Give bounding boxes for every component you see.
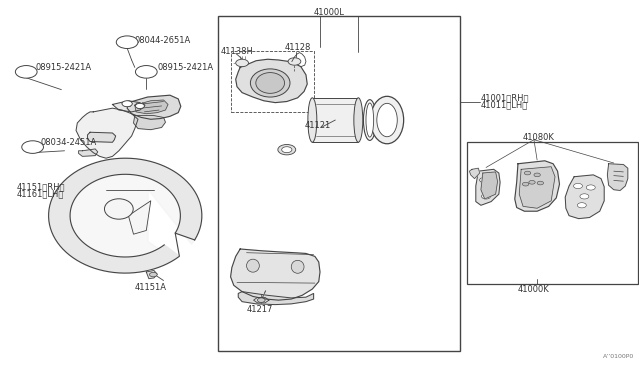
Ellipse shape [308, 98, 317, 142]
Circle shape [537, 181, 543, 185]
Polygon shape [76, 108, 138, 158]
Circle shape [524, 171, 531, 175]
Polygon shape [49, 158, 202, 273]
Circle shape [22, 141, 44, 153]
Ellipse shape [371, 96, 404, 144]
Ellipse shape [354, 98, 363, 142]
Bar [218, 16, 461, 351]
Polygon shape [469, 168, 479, 179]
Text: 41161〈LH〉: 41161〈LH〉 [17, 189, 64, 198]
Text: 08034-2451A: 08034-2451A [40, 138, 97, 147]
Text: A’’0100P0: A’’0100P0 [603, 355, 634, 359]
Circle shape [257, 298, 265, 302]
Ellipse shape [291, 260, 304, 273]
Polygon shape [135, 100, 168, 114]
Ellipse shape [364, 100, 376, 140]
Text: 41000K: 41000K [518, 285, 550, 294]
Text: W: W [23, 69, 29, 75]
Text: 41151〈RH〉: 41151〈RH〉 [17, 182, 65, 191]
Text: 41121: 41121 [305, 122, 331, 131]
Polygon shape [134, 116, 166, 130]
Ellipse shape [104, 199, 133, 219]
Circle shape [288, 58, 301, 65]
Circle shape [136, 103, 145, 109]
Text: 08044-2651A: 08044-2651A [135, 36, 191, 45]
Circle shape [479, 177, 488, 183]
Polygon shape [565, 175, 604, 219]
Polygon shape [49, 158, 202, 273]
Ellipse shape [256, 73, 285, 93]
Polygon shape [147, 270, 157, 279]
Circle shape [586, 185, 595, 190]
Circle shape [282, 147, 292, 153]
Text: 08915-2421A: 08915-2421A [36, 63, 92, 72]
Polygon shape [515, 161, 559, 211]
Circle shape [529, 180, 535, 184]
Polygon shape [79, 149, 98, 156]
Circle shape [577, 203, 586, 208]
Text: W: W [143, 69, 150, 75]
Ellipse shape [366, 103, 374, 137]
Bar [467, 141, 638, 284]
Circle shape [483, 186, 492, 191]
Text: 41151A: 41151A [135, 283, 167, 292]
Text: B: B [125, 39, 129, 45]
Text: 41138H: 41138H [221, 47, 254, 56]
Polygon shape [230, 249, 320, 300]
Text: B: B [30, 144, 35, 150]
Text: 08915-2421A: 08915-2421A [157, 63, 213, 72]
Ellipse shape [250, 69, 290, 97]
Circle shape [522, 182, 529, 186]
Polygon shape [129, 201, 151, 234]
Polygon shape [519, 167, 555, 208]
Ellipse shape [377, 103, 397, 137]
Ellipse shape [246, 259, 259, 272]
Polygon shape [88, 132, 116, 142]
Text: 41080K: 41080K [523, 132, 555, 142]
Polygon shape [113, 101, 145, 112]
Circle shape [236, 59, 248, 67]
Circle shape [278, 144, 296, 155]
Text: 41000L: 41000L [314, 8, 344, 17]
Circle shape [122, 101, 132, 107]
Polygon shape [481, 172, 497, 199]
Text: 41128: 41128 [285, 43, 311, 52]
Polygon shape [238, 292, 314, 305]
Circle shape [481, 194, 490, 199]
Circle shape [136, 65, 157, 78]
Circle shape [573, 183, 582, 189]
Polygon shape [476, 169, 500, 205]
Circle shape [580, 194, 589, 199]
Polygon shape [127, 95, 180, 119]
Polygon shape [607, 164, 628, 190]
Circle shape [15, 65, 37, 78]
Circle shape [534, 173, 540, 177]
Bar [312, 98, 358, 142]
Circle shape [150, 272, 157, 277]
Text: 41217: 41217 [246, 305, 273, 314]
Polygon shape [236, 59, 307, 103]
Text: 41001〈RH〉: 41001〈RH〉 [481, 93, 529, 102]
Circle shape [116, 36, 138, 48]
Text: 41011〈LH〉: 41011〈LH〉 [481, 100, 528, 109]
